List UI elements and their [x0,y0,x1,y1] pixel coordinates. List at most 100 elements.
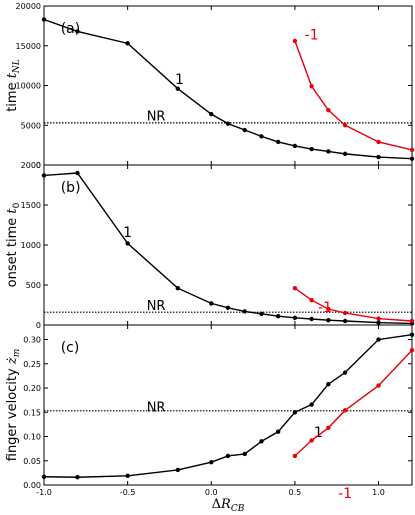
data-point [376,320,381,325]
data-point [75,170,80,176]
data-point [292,38,298,44]
data-point [309,146,314,152]
series-line-minus1 [294,40,413,151]
x-tick-label: 0.0 [205,488,218,497]
plot-frame [43,5,413,166]
data-point [376,337,381,342]
data-point [75,29,80,34]
y-tick-label: 0 [36,161,41,170]
nr-label: NR [147,401,166,416]
x-axis-label: ΔRCB [212,497,245,514]
y-tick-label: 2000 [21,161,41,170]
series-line-1 [43,172,413,325]
x-tick-label: -1.0 [36,488,52,497]
series-label-minus1: -1 [338,486,352,502]
data-point [225,453,231,459]
data-point [376,139,381,145]
x-tick-label: 0.5 [289,488,302,497]
y-tick-label: 5000 [21,121,41,130]
data-point [275,139,281,145]
panel-a: 0 5000 10000 15000 20000 NR 1 -1 (a) time tNL [5,2,415,170]
data-point [409,147,415,153]
data-point [242,127,247,133]
data-point [225,305,231,310]
data-point [242,309,247,314]
panel-c: 0.00 0.05 0.10 0.15 0.20 0.25 0.30 -1.0 -0.5 0.0 0… [5,324,415,514]
data-point [309,84,314,89]
data-point [175,467,181,473]
y-tick-label: 15000 [16,42,41,51]
data-point [342,370,348,375]
data-point [41,173,47,178]
data-point [292,286,298,291]
data-point [342,318,348,324]
y-axis-label: time tNL [5,59,22,112]
y-tick-label: 10000 [16,82,41,91]
nr-label: NR [147,299,166,314]
data-point [209,111,214,117]
series-line-minus1 [294,349,413,457]
data-point [275,314,281,319]
y-tick-label: 0.25 [23,360,41,369]
nr-label: NR [147,110,166,125]
data-point [326,306,331,312]
data-point [309,438,314,443]
data-point [125,473,130,478]
data-point [342,123,348,128]
y-tick-label: 0.10 [23,433,41,442]
y-tick-label: 1500 [21,201,41,210]
data-point [376,383,381,388]
plot-frame [43,324,413,486]
data-point [409,332,415,337]
data-point [175,86,181,91]
data-point [342,408,348,413]
panel-label: (b) [61,180,81,196]
data-point [326,381,331,387]
plot-frame [43,164,413,326]
data-point [376,154,381,160]
x-tick-label: -0.5 [120,488,136,497]
series-label-1: 1 [123,225,132,241]
series-label-1: 1 [314,425,323,441]
data-point [409,348,415,353]
data-point [326,318,331,323]
data-point [292,143,298,149]
data-point [326,107,331,113]
data-point [175,286,181,291]
y-axis-label: finger velocity żm [5,349,22,462]
data-point [259,439,264,444]
data-point [309,402,314,407]
data-point [242,451,247,457]
series-label-minus1: -1 [318,300,332,316]
data-point [326,149,331,154]
data-point [309,298,314,303]
data-point [292,453,298,459]
series-line-minus1 [294,287,413,322]
data-point [125,41,130,46]
y-tick-label: 500 [26,281,41,290]
data-point [209,460,214,465]
data-point [326,425,331,430]
series-line-1 [43,18,413,160]
panel-b: 0 500 1000 1500 2000 NR 1 -1 (b) onset time t0 [5,161,415,330]
y-tick-label: 0.00 [23,481,41,490]
data-point [225,121,231,126]
y-tick-label: 20000 [16,2,41,11]
y-tick-label: 0.20 [23,384,41,393]
x-tick-label: 1.0 [372,488,385,497]
data-point [75,475,80,480]
data-point [259,311,264,316]
series-label-1: 1 [175,72,184,88]
data-point [409,318,415,324]
data-point [342,310,348,316]
y-axis-label: onset time t0 [5,202,22,287]
y-tick-label: 0.30 [23,336,41,345]
data-point [209,301,214,306]
y-tick-label: 0.05 [23,457,41,466]
data-point [342,151,348,157]
data-point [409,156,415,161]
data-point [41,17,47,22]
y-tick-label: 0.15 [23,408,41,417]
series-label-minus1: -1 [305,27,319,43]
